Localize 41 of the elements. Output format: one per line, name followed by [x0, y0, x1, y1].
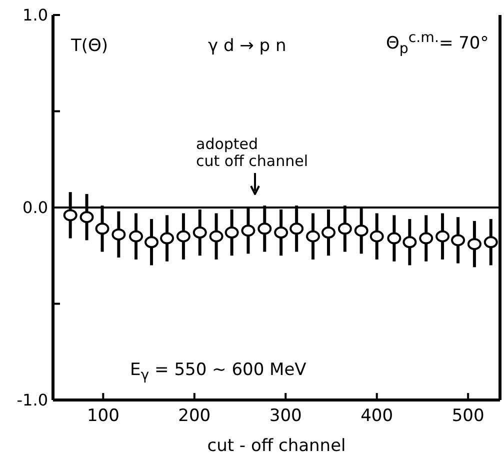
point [258, 222, 272, 235]
annotation: E$_{γ}$ = 550 ~ 600 MeV [130, 360, 306, 384]
point [274, 226, 288, 239]
annotation: adopted cut off channel [196, 135, 308, 170]
point [354, 224, 368, 237]
point [95, 222, 110, 235]
point [484, 236, 498, 248]
point [402, 236, 417, 248]
point [144, 236, 159, 248]
x-tick-label: 500 [452, 406, 484, 426]
y-tick-label: 0.0 [22, 198, 48, 218]
x-tick-label: 100 [86, 406, 120, 426]
point [112, 228, 126, 240]
annotation: γ d → p n [208, 36, 286, 56]
point [322, 226, 336, 239]
point [387, 232, 402, 244]
point [209, 230, 224, 242]
point [160, 232, 174, 244]
point [467, 238, 482, 250]
point [63, 209, 78, 222]
y-tick-label: 1.0 [22, 6, 48, 25]
point [451, 234, 466, 246]
point [224, 226, 239, 239]
point [338, 222, 352, 235]
point [306, 230, 320, 242]
x-axis-title: cut - off channel [207, 436, 346, 456]
point [370, 230, 384, 242]
y-tick-label: -1.0 [16, 390, 48, 410]
point [192, 226, 207, 239]
annotation: T(Θ) [71, 36, 108, 56]
point [290, 222, 304, 235]
point [241, 224, 256, 237]
x-tick-label: 300 [269, 406, 302, 426]
point [419, 232, 434, 244]
point [129, 230, 144, 242]
annotation: Θ$_{p}$$^{c.m.}$= 70° [386, 30, 489, 58]
point [80, 211, 94, 224]
point [176, 230, 190, 242]
x-tick-label: 400 [360, 406, 394, 426]
point [436, 230, 450, 242]
x-tick-label: 200 [178, 406, 211, 426]
